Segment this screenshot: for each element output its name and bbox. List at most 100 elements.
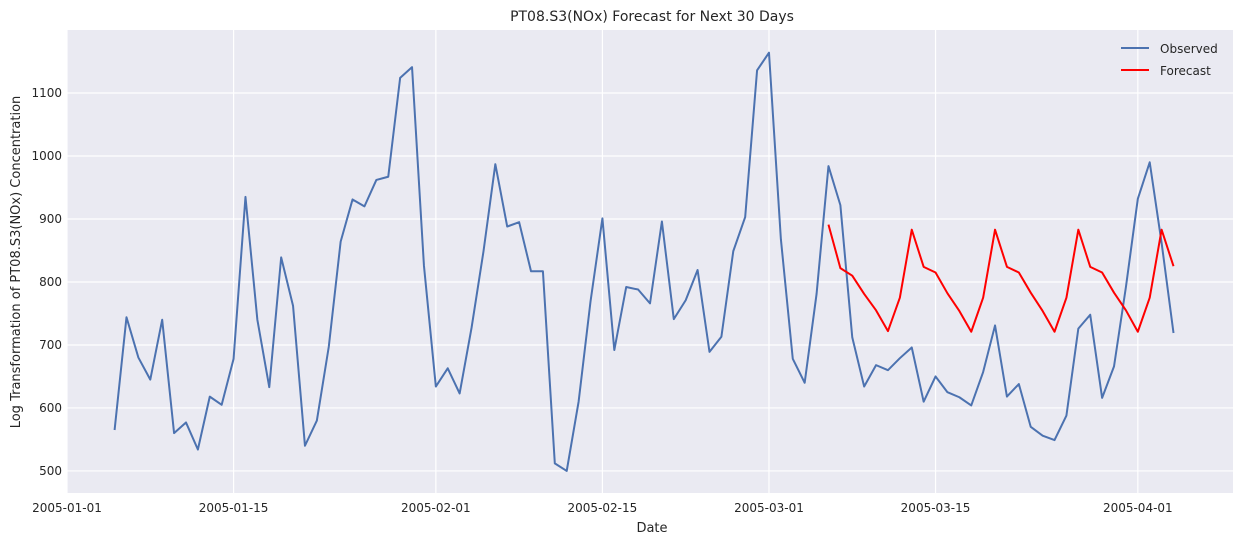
data-point-observed	[970, 404, 972, 406]
data-point-observed	[935, 375, 937, 377]
data-point-observed	[387, 176, 389, 178]
data-point-observed	[197, 449, 199, 451]
x-tick-label: 2005-01-01	[32, 501, 102, 515]
series-group	[113, 51, 1175, 472]
data-point-forecast	[1077, 229, 1079, 231]
data-point-observed	[1125, 286, 1127, 288]
data-point-observed	[173, 432, 175, 434]
data-point-forecast	[1054, 331, 1056, 333]
plot-area	[67, 30, 1233, 493]
data-point-observed	[982, 371, 984, 373]
data-point-observed	[732, 250, 734, 252]
x-tick-label: 2005-04-01	[1103, 501, 1173, 515]
data-point-observed	[268, 386, 270, 388]
data-point-forecast	[827, 224, 829, 226]
data-point-observed	[1137, 198, 1139, 200]
data-point-observed	[1101, 397, 1103, 399]
data-point-observed	[1065, 415, 1067, 417]
data-point-forecast	[935, 272, 937, 274]
data-point-forecast	[887, 330, 889, 332]
y-tick-label: 1100	[31, 86, 62, 100]
data-point-forecast	[982, 297, 984, 299]
data-point-observed	[340, 241, 342, 243]
data-point-observed	[863, 386, 865, 388]
data-point-observed	[1030, 426, 1032, 428]
y-tick-label: 800	[39, 275, 62, 289]
data-point-observed	[399, 77, 401, 79]
chart-title: PT08.S3(NOx) Forecast for Next 30 Days	[510, 9, 794, 25]
data-point-observed	[744, 216, 746, 218]
data-point-observed	[697, 269, 699, 271]
data-point-forecast	[851, 275, 853, 277]
x-tick-label: 2005-02-01	[401, 501, 471, 515]
data-point-observed	[780, 238, 782, 240]
data-point-forecast	[946, 292, 948, 294]
data-point-observed	[125, 316, 127, 318]
data-point-observed	[661, 220, 663, 222]
data-point-forecast	[1030, 292, 1032, 294]
data-point-observed	[923, 401, 925, 403]
data-point-forecast	[958, 310, 960, 312]
data-point-observed	[435, 386, 437, 388]
data-point-observed	[708, 351, 710, 353]
data-point-observed	[1077, 328, 1079, 330]
data-point-observed	[494, 163, 496, 165]
data-point-observed	[1161, 242, 1163, 244]
data-point-forecast	[1101, 272, 1103, 274]
x-tick-label: 2005-03-01	[734, 501, 804, 515]
data-point-observed	[1054, 439, 1056, 441]
data-point-observed	[601, 217, 603, 219]
data-point-observed	[946, 391, 948, 393]
data-point-forecast	[1042, 310, 1044, 312]
x-tick-label: 2005-02-15	[568, 501, 638, 515]
data-point-forecast	[970, 331, 972, 333]
data-point-observed	[625, 286, 627, 288]
data-point-observed	[613, 349, 615, 351]
data-point-observed	[328, 346, 330, 348]
series-line-observed	[113, 51, 1175, 472]
data-point-observed	[1149, 161, 1151, 163]
data-point-observed	[375, 179, 377, 181]
data-point-observed	[685, 299, 687, 301]
data-point-observed	[1006, 396, 1008, 398]
data-point-observed	[768, 52, 770, 54]
data-point-forecast	[1089, 266, 1091, 268]
y-tick-label: 1000	[31, 149, 62, 163]
data-point-observed	[637, 289, 639, 291]
data-point-observed	[256, 319, 258, 321]
data-point-observed	[566, 470, 568, 472]
legend-observed-label: Observed	[1160, 42, 1218, 56]
data-point-observed	[221, 404, 223, 406]
data-point-observed	[280, 256, 282, 258]
data-point-observed	[887, 369, 889, 371]
data-point-observed	[875, 364, 877, 366]
data-point-observed	[827, 165, 829, 167]
data-point-observed	[899, 357, 901, 359]
data-point-forecast	[1161, 229, 1163, 231]
data-point-observed	[792, 358, 794, 360]
data-point-observed	[994, 324, 996, 326]
data-point-observed	[1018, 383, 1020, 385]
x-axis-label: Date	[636, 521, 667, 536]
data-point-observed	[482, 251, 484, 253]
y-tick-label: 700	[39, 338, 62, 352]
data-point-forecast	[1018, 272, 1020, 274]
data-point-observed	[1173, 332, 1175, 334]
data-point-forecast	[1137, 331, 1139, 333]
x-tick-labels: 2005-01-01 2005-01-15 2005-02-01 2005-02-15…	[32, 501, 1173, 515]
data-point-observed	[423, 265, 425, 267]
x-tick-label: 2005-03-15	[901, 501, 971, 515]
data-point-observed	[209, 396, 211, 398]
data-point-observed	[471, 327, 473, 329]
data-point-observed	[756, 69, 758, 71]
x-tick-label: 2005-01-15	[199, 501, 269, 515]
data-point-observed	[530, 270, 532, 272]
data-point-observed	[542, 270, 544, 272]
data-point-forecast	[875, 309, 877, 311]
data-point-observed	[578, 401, 580, 403]
data-point-forecast	[1113, 292, 1115, 294]
data-point-observed	[352, 198, 354, 200]
data-point-observed	[447, 367, 449, 369]
data-point-observed	[459, 392, 461, 394]
